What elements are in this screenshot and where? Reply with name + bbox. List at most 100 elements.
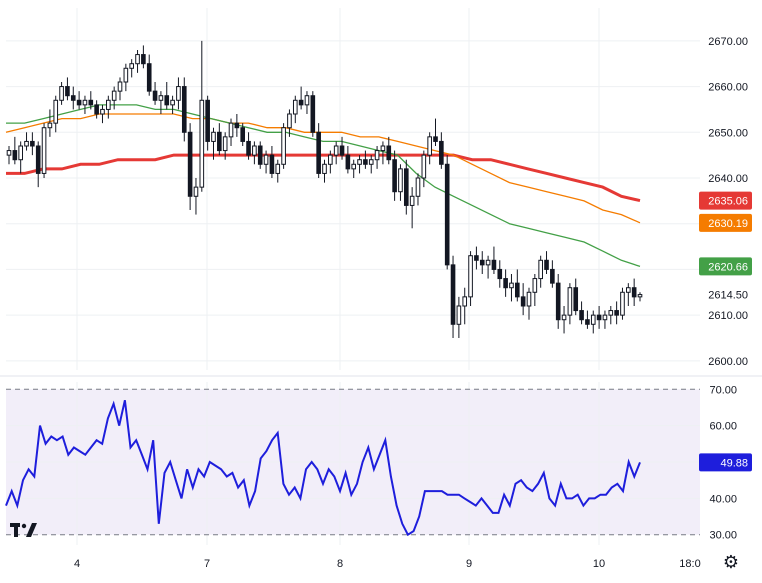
x-axis-label: 4 xyxy=(74,558,80,570)
ma-last-value-0: 2635.06 xyxy=(708,196,748,208)
price-tick-label: 2650.00 xyxy=(708,127,748,139)
candle-body xyxy=(398,168,403,193)
rsi-tick-label: 70.00 xyxy=(709,384,737,396)
candle-body xyxy=(187,131,193,197)
candle-body xyxy=(620,291,625,316)
candle-body xyxy=(65,86,70,97)
candle-body xyxy=(374,150,380,161)
moving-average-0 xyxy=(6,153,641,203)
candle-body xyxy=(555,282,561,321)
candle-body xyxy=(567,287,573,316)
candle-body xyxy=(228,122,234,138)
candle-body xyxy=(263,154,269,165)
candle-body xyxy=(18,145,23,161)
candle-body xyxy=(497,268,503,280)
rsi-last-value-bg xyxy=(699,453,752,472)
moving-average-2 xyxy=(6,104,641,268)
candle-body xyxy=(252,145,257,156)
price-tick-label: 2670.00 xyxy=(708,36,748,48)
candle-body xyxy=(94,104,99,115)
candle-body xyxy=(176,86,181,101)
candle-body xyxy=(41,127,47,174)
ma-last-value-2: 2620.66 xyxy=(708,261,748,273)
candle-body xyxy=(281,127,286,165)
gear-icon[interactable]: ⚙ xyxy=(722,552,740,572)
candle-body xyxy=(158,95,164,101)
candle-body xyxy=(106,99,111,110)
candle-body xyxy=(456,305,462,325)
candle-body xyxy=(626,287,631,293)
price-tick-label: 2610.00 xyxy=(708,310,748,322)
moving-average-1 xyxy=(5,113,641,224)
candle-body xyxy=(199,99,205,188)
tradingview-logo-svg xyxy=(10,523,37,537)
candle-body xyxy=(596,314,602,321)
candle-body xyxy=(462,296,468,307)
candle-body xyxy=(6,150,12,156)
candle-body xyxy=(298,99,304,106)
candle-body xyxy=(345,154,351,170)
rsi-tick-label: 60.00 xyxy=(709,421,737,433)
candle-body xyxy=(328,154,333,165)
candle-body xyxy=(257,145,263,165)
candle-body xyxy=(170,99,175,106)
price-tick-label: 2600.00 xyxy=(708,356,748,368)
candle-body xyxy=(468,255,473,298)
candle-body xyxy=(59,86,64,101)
candle-body xyxy=(509,282,514,289)
candle-body xyxy=(146,63,152,92)
candle-body xyxy=(602,314,608,321)
candle-body xyxy=(538,259,543,280)
ma-last-value-1: 2630.19 xyxy=(708,218,748,230)
candle-body xyxy=(386,145,392,161)
candle-body xyxy=(123,67,129,83)
candle-body xyxy=(287,113,292,129)
candle-body xyxy=(561,314,567,321)
candle-body xyxy=(211,131,216,142)
candle-body xyxy=(333,145,339,156)
candle-body xyxy=(76,99,82,106)
rsi-line xyxy=(5,399,641,537)
price-tick-label: 2640.00 xyxy=(708,173,748,185)
candle-body xyxy=(275,163,281,174)
rsi-last-value: 49.88 xyxy=(720,457,748,469)
x-axis-label: 10 xyxy=(593,558,605,570)
candle-body xyxy=(310,95,316,133)
candle-body xyxy=(550,268,555,284)
candle-body xyxy=(70,95,76,101)
candle-body xyxy=(152,90,158,101)
candle-body xyxy=(24,140,29,147)
rsi-tick-label: 30.00 xyxy=(709,530,737,542)
candle-body xyxy=(479,259,485,266)
candle-body xyxy=(47,122,53,129)
candle-body xyxy=(614,310,619,316)
candle-body xyxy=(380,145,386,152)
candle-body xyxy=(403,168,409,206)
candle-body xyxy=(368,159,374,165)
candle-body xyxy=(585,319,590,325)
candle-body xyxy=(129,63,135,69)
candle-body xyxy=(526,291,532,307)
candle-body xyxy=(514,282,520,298)
candle-body xyxy=(474,255,479,261)
x-axis-label: 18:0 xyxy=(679,558,700,570)
candle-body xyxy=(579,310,584,321)
x-axis-label: 8 xyxy=(337,558,343,570)
candle-body xyxy=(222,136,228,152)
x-axis-label: 9 xyxy=(466,558,472,570)
candle-body xyxy=(100,108,105,115)
candle-body xyxy=(415,177,421,197)
candle-body xyxy=(304,95,310,106)
candle-body xyxy=(193,186,199,197)
tradingview-logo-icon[interactable]: TV xyxy=(10,521,38,541)
candle-body xyxy=(322,163,327,174)
candle-body xyxy=(608,310,614,316)
candle-body xyxy=(217,131,222,152)
x-axis-label: 7 xyxy=(204,558,210,570)
candle-body xyxy=(637,294,643,298)
candle-body xyxy=(316,131,321,174)
candle-body xyxy=(269,154,275,174)
candle-body xyxy=(573,287,579,312)
